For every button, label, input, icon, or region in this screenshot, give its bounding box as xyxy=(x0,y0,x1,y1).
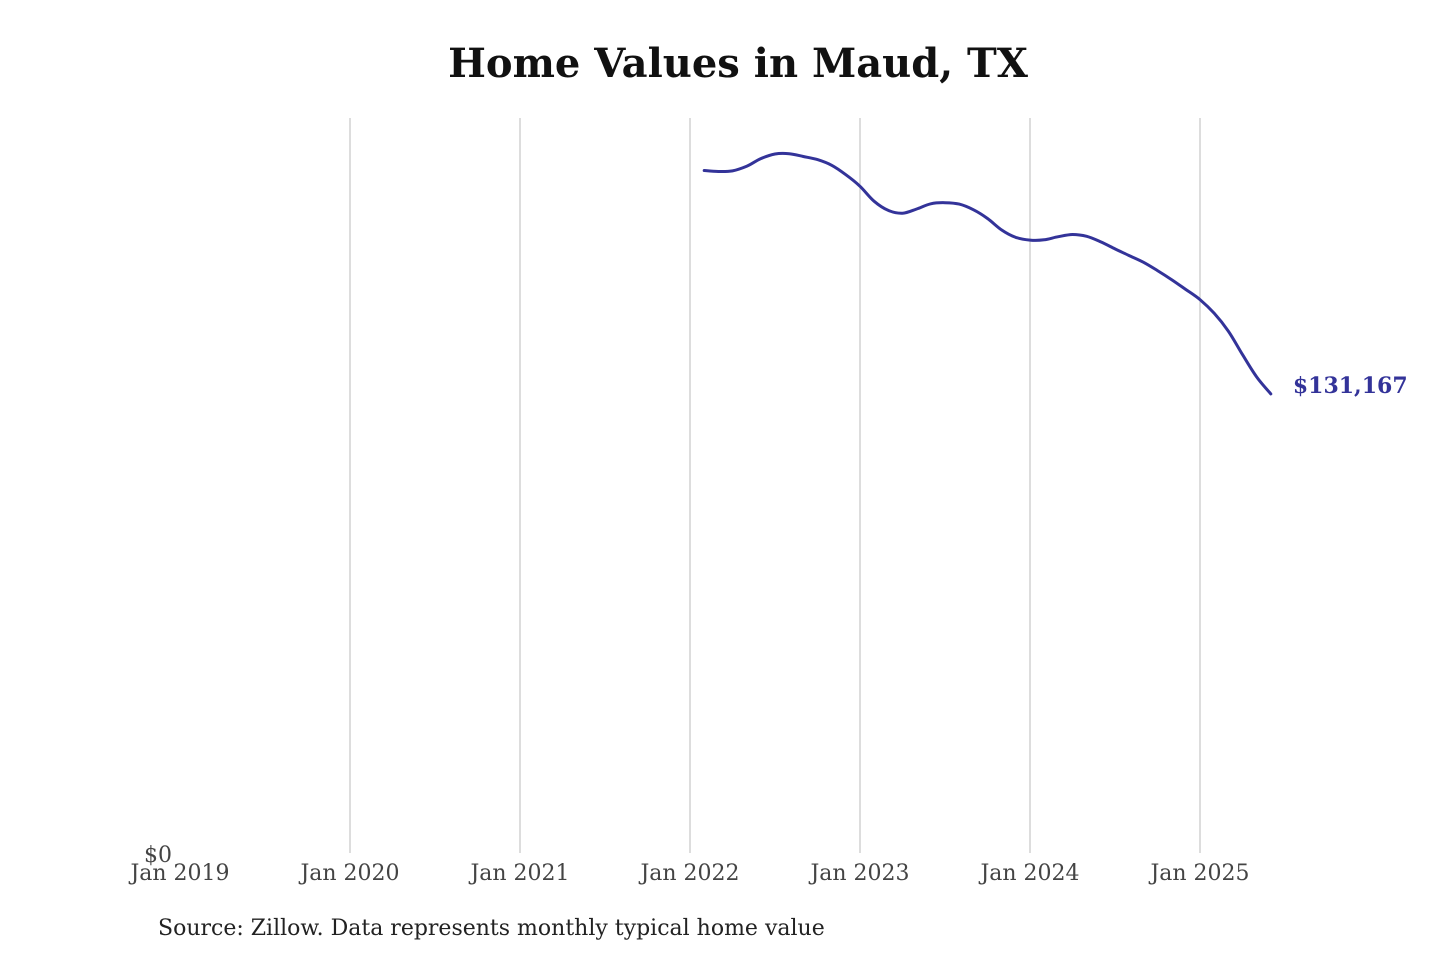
y-tick-label: $0 xyxy=(144,843,172,868)
source-note: Source: Zillow. Data represents monthly … xyxy=(158,916,825,941)
x-tick-label: Jan 2022 xyxy=(638,861,739,886)
series-layer: $131,167 xyxy=(702,151,1408,399)
end-value-label: $131,167 xyxy=(1293,373,1408,399)
gridlines xyxy=(349,118,1201,853)
x-tick-label: Jan 2024 xyxy=(978,861,1079,886)
series-line xyxy=(702,151,1273,396)
x-tick-label: Jan 2021 xyxy=(468,861,569,886)
chart-title: Home Values in Maud, TX xyxy=(448,40,1028,87)
x-tick-label: Jan 2020 xyxy=(298,861,399,886)
axis-labels: Jan 2019 Jan 2020 Jan 2021 Jan 2022 Jan 2023… xyxy=(128,843,1249,886)
x-tick-label: Jan 2023 xyxy=(808,861,909,886)
x-tick-label: Jan 2025 xyxy=(1148,861,1249,886)
x-tick-label: Jan 2019 xyxy=(128,861,229,886)
